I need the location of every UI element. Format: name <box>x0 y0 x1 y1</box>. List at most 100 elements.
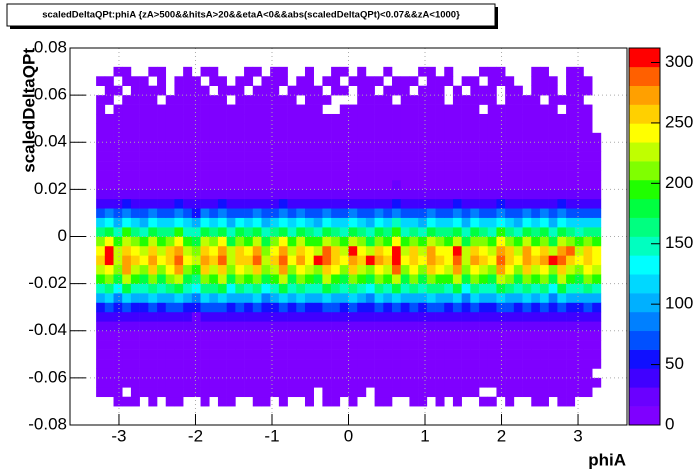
cell <box>191 123 201 134</box>
cell <box>148 321 158 332</box>
cell <box>444 123 454 134</box>
cell <box>96 113 106 124</box>
cell <box>252 132 262 143</box>
cell <box>566 368 576 379</box>
cell <box>104 132 114 143</box>
cell <box>244 179 254 190</box>
cell <box>235 359 245 369</box>
cell <box>496 330 506 341</box>
cell <box>104 377 114 388</box>
cell <box>244 151 254 162</box>
cell <box>322 302 332 313</box>
cell <box>592 208 602 218</box>
cell <box>409 123 419 134</box>
cell <box>313 283 323 294</box>
cell <box>191 179 201 190</box>
cell <box>435 170 445 181</box>
cell <box>304 387 314 398</box>
cell <box>261 208 271 218</box>
cell <box>191 208 201 218</box>
cell <box>331 311 341 322</box>
axes: -3 -2 -1 0 1 2 3-0.08-0.06-0.04-0.0200.020.040… <box>28 37 583 445</box>
cell <box>148 359 158 369</box>
cell <box>505 161 515 171</box>
cell <box>130 236 140 247</box>
cell <box>435 340 445 350</box>
cell <box>191 113 201 124</box>
cell <box>548 387 558 398</box>
cell <box>304 330 314 341</box>
cell <box>383 274 393 284</box>
cell <box>226 104 236 115</box>
color-band <box>629 48 660 68</box>
cell <box>513 387 523 398</box>
cell <box>200 113 210 124</box>
cell <box>392 236 402 247</box>
cell <box>130 387 140 398</box>
cell <box>487 377 497 388</box>
cell <box>226 85 236 96</box>
cell <box>592 302 602 313</box>
cell <box>278 189 288 200</box>
cell <box>487 66 497 77</box>
cell <box>435 321 445 332</box>
cell <box>365 245 375 256</box>
cell <box>287 245 297 256</box>
cell <box>548 161 558 171</box>
cell <box>165 245 175 256</box>
cell <box>200 264 210 275</box>
cell <box>270 170 280 181</box>
cell <box>331 76 341 86</box>
cell <box>574 340 584 350</box>
cell <box>522 113 532 124</box>
cell <box>513 170 523 181</box>
cell <box>217 179 227 190</box>
cell <box>209 255 219 266</box>
cell <box>383 227 393 237</box>
cell <box>270 274 280 284</box>
cell <box>496 198 506 209</box>
cell <box>183 104 193 115</box>
color-band <box>629 330 660 350</box>
cell <box>365 104 375 115</box>
cell <box>209 113 219 124</box>
cell <box>174 377 184 388</box>
cell <box>130 189 140 200</box>
cell <box>226 132 236 143</box>
cell <box>217 255 227 266</box>
cell <box>392 170 402 181</box>
cell <box>574 359 584 369</box>
cell <box>566 330 576 341</box>
cell <box>157 349 167 360</box>
color-band <box>629 198 660 218</box>
cell <box>374 208 384 218</box>
cell <box>148 236 158 247</box>
cell <box>418 264 428 275</box>
cell <box>348 330 358 341</box>
cell <box>435 142 445 152</box>
cell <box>209 132 219 143</box>
cell <box>122 123 132 134</box>
cell <box>400 245 410 256</box>
cell <box>505 123 515 134</box>
cell <box>383 170 393 181</box>
cell <box>365 283 375 294</box>
cell <box>522 340 532 350</box>
cell <box>270 189 280 200</box>
cell <box>531 170 541 181</box>
cell <box>113 208 123 218</box>
cell <box>400 142 410 152</box>
cell <box>539 113 549 124</box>
cell <box>165 293 175 303</box>
color-band <box>629 406 660 426</box>
cell <box>383 95 393 105</box>
cell <box>383 377 393 388</box>
cell <box>566 95 576 105</box>
color-band <box>629 368 660 388</box>
cell <box>479 66 489 77</box>
cell <box>148 142 158 152</box>
cell <box>244 227 254 237</box>
cell <box>235 151 245 162</box>
cell <box>409 311 419 322</box>
cell <box>487 151 497 162</box>
